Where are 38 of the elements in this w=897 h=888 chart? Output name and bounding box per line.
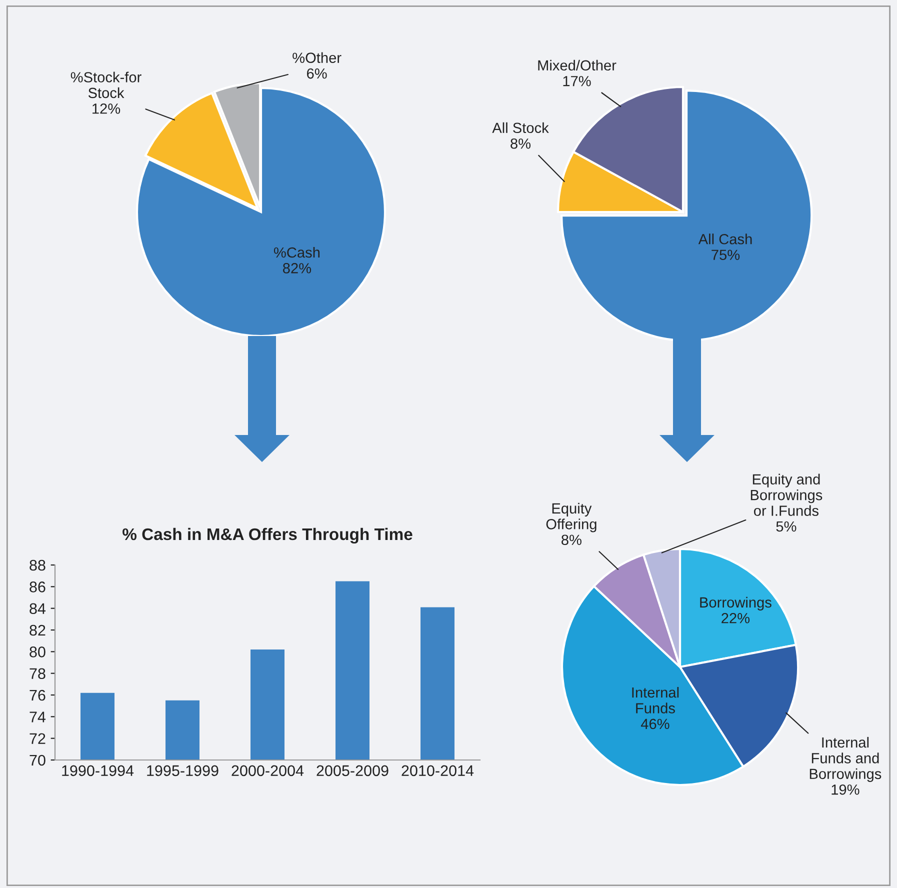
chart-title: % Cash in M&A Offers Through Time (122, 528, 412, 544)
data-label: 22% (722, 612, 750, 624)
y-tick-label: 76 (30, 690, 46, 701)
slice-label: Mixed/Other (538, 60, 616, 71)
x-tick-label: 2010-2014 (402, 765, 474, 776)
x-tick-label: 2005-2009 (316, 765, 388, 776)
slice-label: Internal Funds and Borrowings (810, 736, 882, 782)
y-tick-label: 82 (30, 624, 46, 636)
y-tick-label: 88 (30, 560, 46, 571)
data-label: 19% (832, 784, 860, 795)
slice-label: Internal Funds (632, 686, 679, 714)
slice-label: All Stock (492, 122, 549, 134)
data-label: 8% (510, 138, 531, 149)
x-tick-label: 1990-1994 (62, 765, 134, 776)
y-tick-label: 86 (30, 582, 46, 592)
data-label: 75% (712, 250, 740, 260)
y-tick-label: 74 (30, 712, 46, 722)
y-tick-label: 72 (30, 733, 46, 744)
x-tick-label: 2000-2004 (232, 765, 304, 776)
data-label: 5% (776, 521, 796, 532)
x-tick-label: 1995-1999 (147, 765, 218, 776)
y-tick-label: 84 (30, 603, 46, 614)
data-label: 12% (92, 103, 120, 114)
slice-label: %Cash (274, 246, 320, 258)
slice-label: Borrowings (700, 596, 772, 610)
y-tick-label: 78 (30, 668, 46, 680)
data-label: 82% (283, 263, 312, 274)
slice-label: Equity Offering (546, 502, 596, 532)
slice-label: %Stock-for Stock (70, 72, 142, 98)
data-label: 17% (563, 76, 591, 86)
y-tick-label: 70 (30, 754, 46, 766)
data-label: 6% (307, 68, 327, 79)
slice-label: Equity and Borrowings or I.Funds (750, 474, 822, 516)
slice-label: All Cash (698, 234, 752, 244)
data-label: 8% (562, 534, 582, 546)
slice-label: %Other (292, 52, 342, 63)
y-tick-label: 80 (30, 646, 46, 658)
data-label: 46% (640, 718, 670, 730)
